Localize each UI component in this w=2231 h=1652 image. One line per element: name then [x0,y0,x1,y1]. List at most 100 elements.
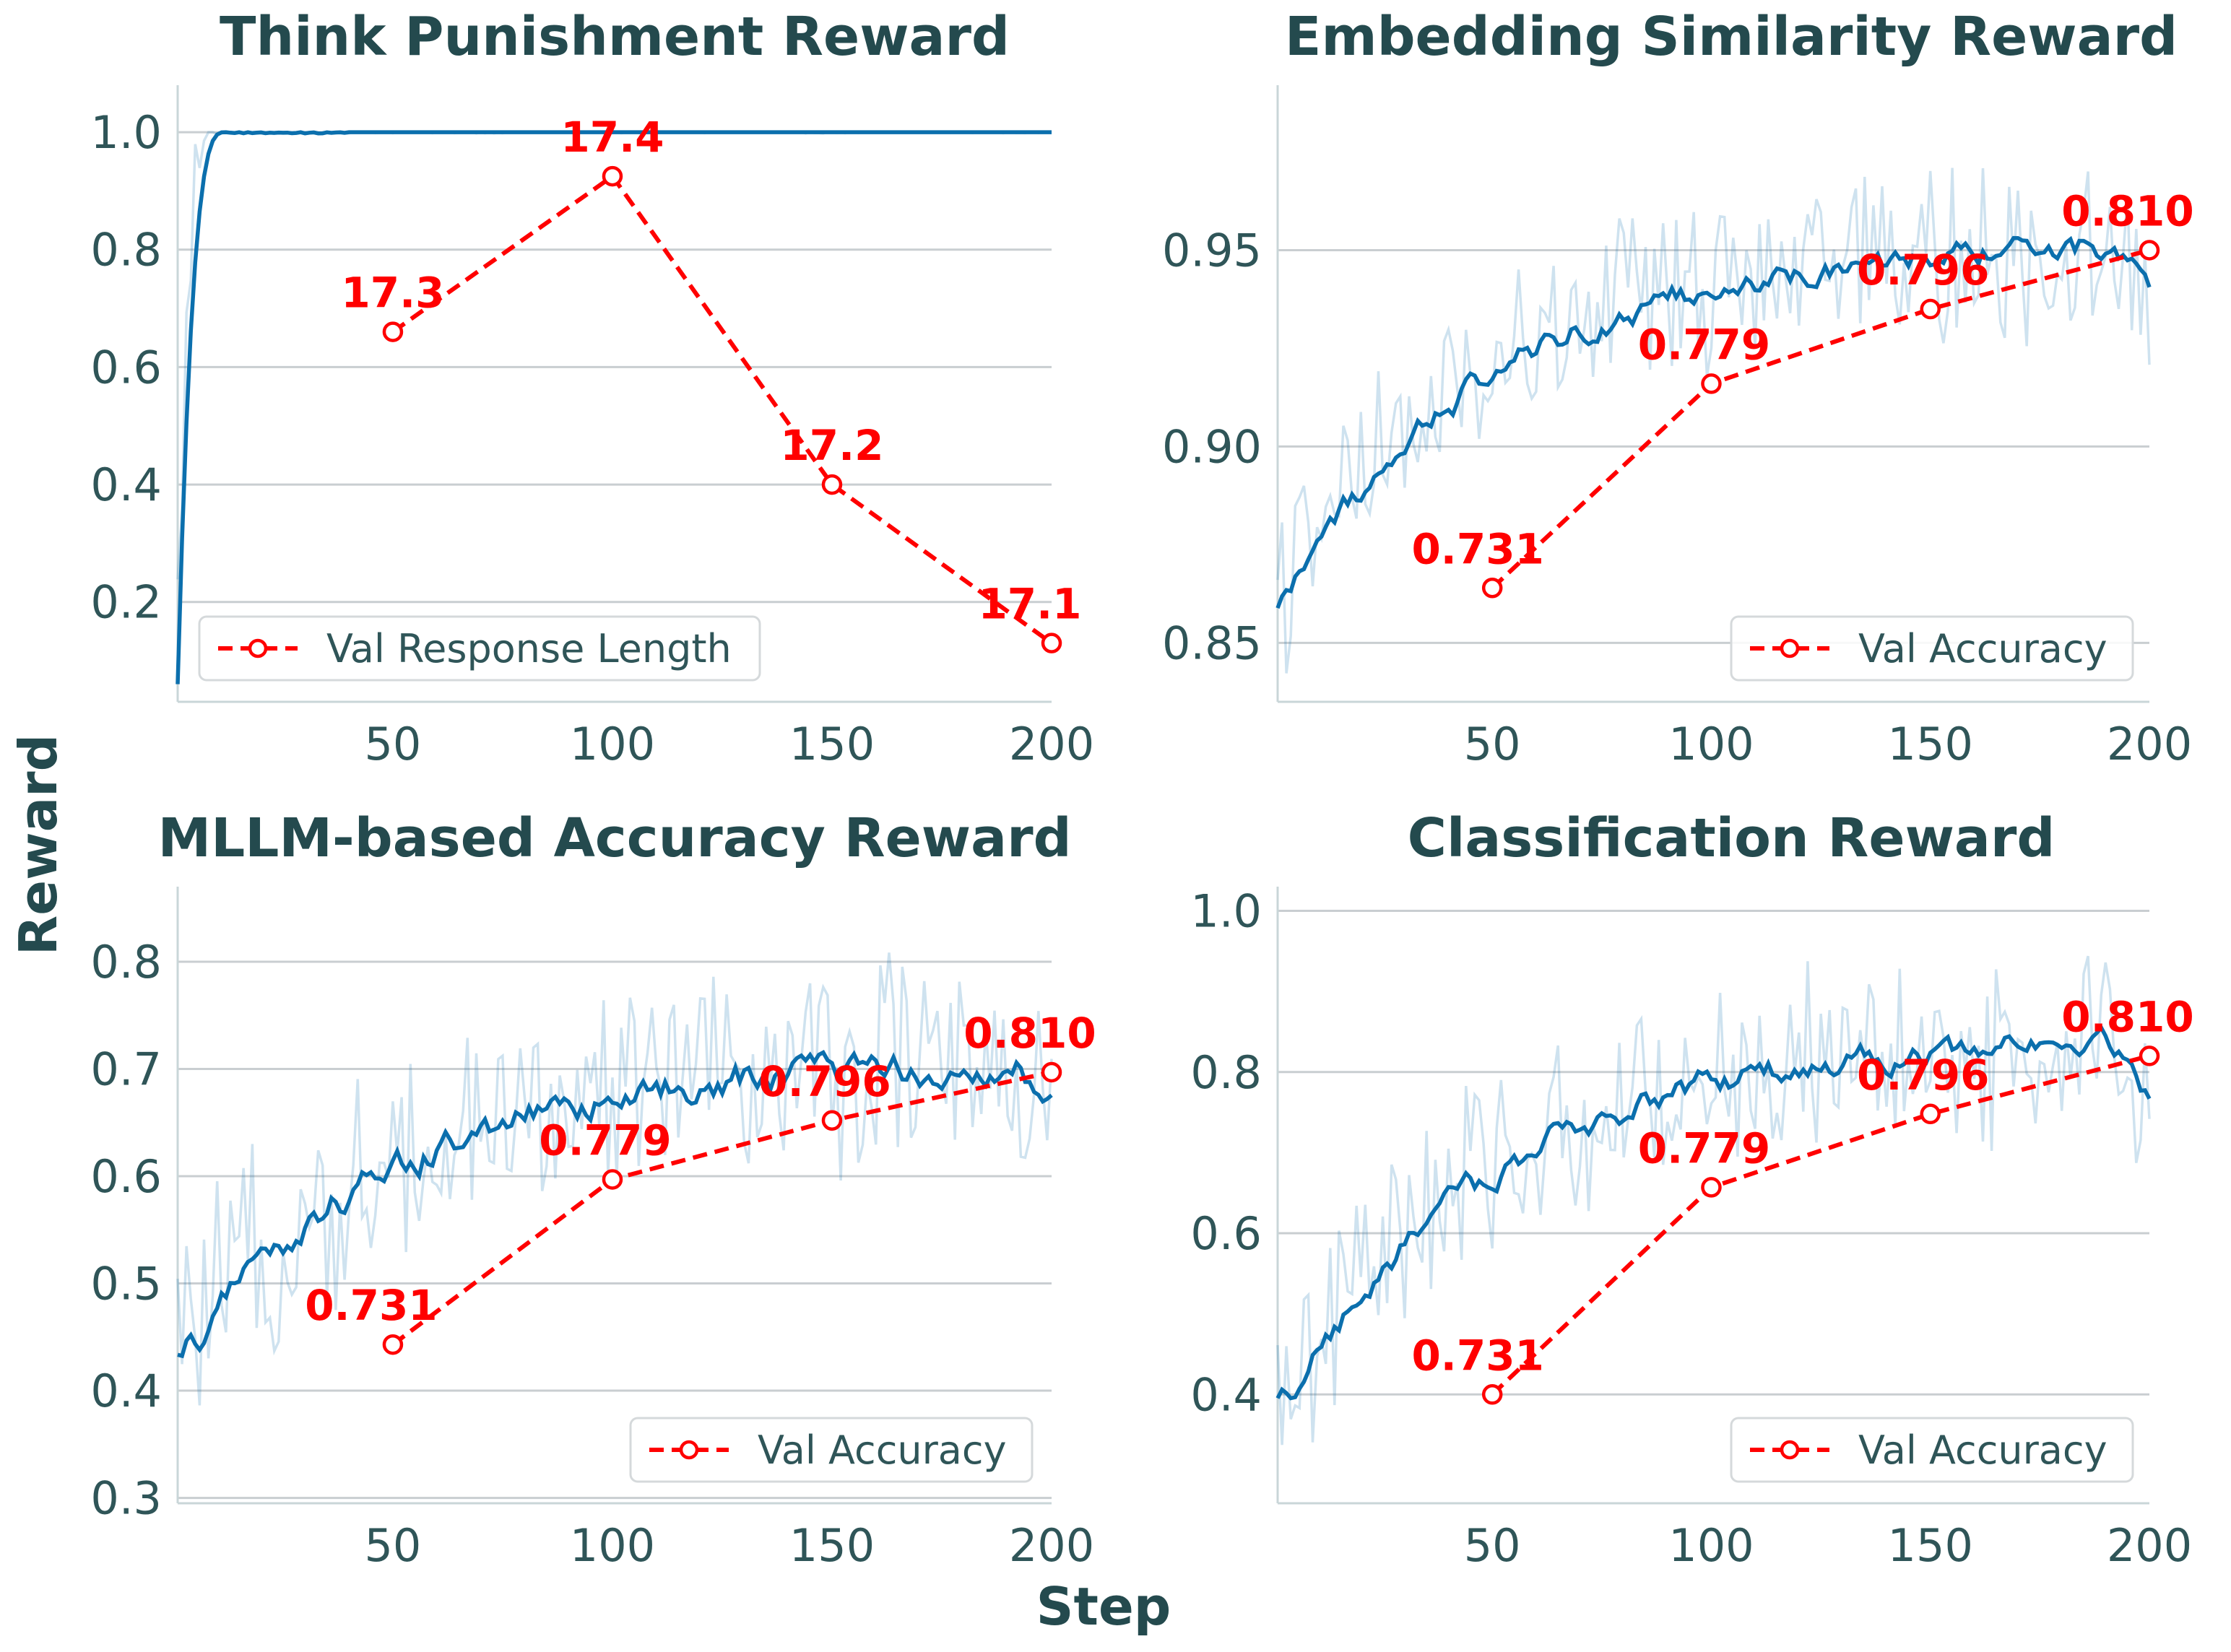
validation-point [1041,1061,1062,1083]
validation-point [1920,1103,1941,1125]
validation-line [391,1069,1052,1347]
validation-point-label: 0.796 [1857,245,1989,295]
y-tick-label: 0.8 [90,224,162,277]
legend-label: Val Accuracy [758,1427,1007,1473]
x-tick-label: 50 [1464,718,1521,770]
reward-raw-line [1276,955,2151,1446]
validation-point-label: 0.731 [1411,1331,1543,1380]
validation-point [821,474,843,495]
y-tick-label: 0.2 [90,576,162,629]
validation-point [382,321,404,342]
validation-point-label: 0.731 [1411,524,1543,573]
x-tick-label: 50 [364,1519,421,1572]
validation-point-label: 0.810 [963,1009,1096,1058]
validation-point-label: 17.4 [560,113,664,162]
panel-title: MLLM-based Accuracy Reward [157,807,1071,869]
y-tick-label: 1.0 [90,106,162,159]
reward-raw-line [1276,168,2151,674]
reward-smoothed-line [177,1050,1053,1359]
legend-marker-swatch [1780,1440,1800,1460]
y-tick-label: 0.8 [90,936,162,988]
validation-point-label: 0.779 [539,1116,671,1165]
legend-frame [198,615,761,682]
validation-point-label: 0.779 [1638,320,1770,369]
x-tick-label: 100 [1668,1519,1754,1572]
validation-point-label: 0.796 [758,1057,891,1106]
legend: Val Accuracy [629,1417,1034,1483]
chart-panel-1: Think Punishment Reward 0.2 0.4 0.6 0.8 1.0 50… [90,6,1094,770]
validation-point [2139,1045,2160,1066]
validation-point [2139,240,2160,261]
validation-point-label: 0.796 [1857,1051,1989,1100]
legend-frame [1730,1417,2134,1483]
reward-raw-line [176,131,1052,580]
x-tick-label: 150 [1888,1519,1973,1572]
y-tick-label: 0.6 [90,1150,162,1203]
validation-point [382,1334,404,1355]
x-tick-label: 100 [570,1519,655,1572]
y-tick-label: 0.3 [90,1472,162,1525]
validation-point [602,1169,623,1190]
legend-frame [629,1417,1034,1483]
x-tick-label: 100 [570,718,655,770]
y-tick-label: 0.95 [1162,224,1262,277]
validation-point-label: 0.779 [1638,1123,1770,1173]
y-tick-label: 0.5 [90,1258,162,1310]
x-tick-label: 50 [364,718,421,770]
y-tick-label: 0.4 [90,1365,162,1417]
legend-marker-swatch [679,1440,699,1460]
validation-point [1920,298,1941,320]
legend-marker-swatch [248,638,268,658]
reward-smoothed-line [176,130,1052,684]
chart-panel-4: Classification Reward 0.4 0.6 0.8 1.0 50 100 15… [1190,807,2193,1572]
validation-line [1491,248,2150,590]
y-tick-label: 0.6 [1190,1207,1262,1260]
validation-point-label: 17.3 [341,269,444,318]
validation-point-label: 0.731 [305,1281,437,1330]
chart-panel-3: MLLM-based Accuracy Reward 0.3 0.4 0.5 0.6 0.… [90,807,1096,1572]
validation-point [1701,1177,1722,1198]
shared-y-axis-title: Reward [8,734,69,955]
y-tick-label: 0.85 [1162,617,1262,669]
legend: Val Accuracy [1730,615,2134,682]
validation-point-label: 0.810 [2061,992,2193,1041]
x-tick-label: 200 [1009,718,1094,770]
y-tick-label: 0.6 [90,341,162,394]
legend-label: Val Accuracy [1858,626,2107,671]
validation-point [1481,1384,1503,1405]
reward-smoothed-line [1275,235,2152,609]
y-tick-label: 0.7 [90,1043,162,1095]
x-tick-label: 150 [789,1519,875,1572]
x-tick-label: 100 [1668,718,1754,770]
validation-line [391,173,1053,645]
validation-line [1491,1053,2150,1396]
legend-label: Val Response Length [326,626,732,671]
x-tick-label: 50 [1464,1519,1521,1572]
x-tick-label: 200 [2107,1519,2192,1572]
y-tick-label: 1.0 [1190,884,1262,937]
validation-point-label: 0.810 [2061,186,2193,235]
y-tick-label: 0.8 [1190,1046,1262,1099]
x-tick-label: 200 [2107,718,2192,770]
validation-point [602,165,623,187]
validation-point-label: 17.2 [780,421,883,470]
validation-point [1701,373,1722,394]
legend-frame [1730,615,2134,682]
validation-point [821,1110,843,1131]
validation-point-label: 17.1 [978,580,1081,629]
panel-title: Embedding Similarity Reward [1285,6,2178,68]
validation-point [1041,632,1062,653]
legend-label: Val Accuracy [1858,1427,2107,1473]
y-tick-label: 0.4 [1190,1368,1262,1421]
legend: Val Response Length [198,615,761,682]
y-tick-label: 0.4 [90,458,162,511]
shared-x-axis-title: Step [1036,1576,1171,1637]
legend-marker-swatch [1780,638,1800,658]
legend: Val Accuracy [1730,1417,2134,1483]
x-tick-label: 200 [1009,1519,1094,1572]
x-tick-label: 150 [1888,718,1973,770]
reward-raw-line [176,952,1053,1406]
panel-title: Classification Reward [1408,807,2055,869]
validation-point [1481,578,1503,599]
